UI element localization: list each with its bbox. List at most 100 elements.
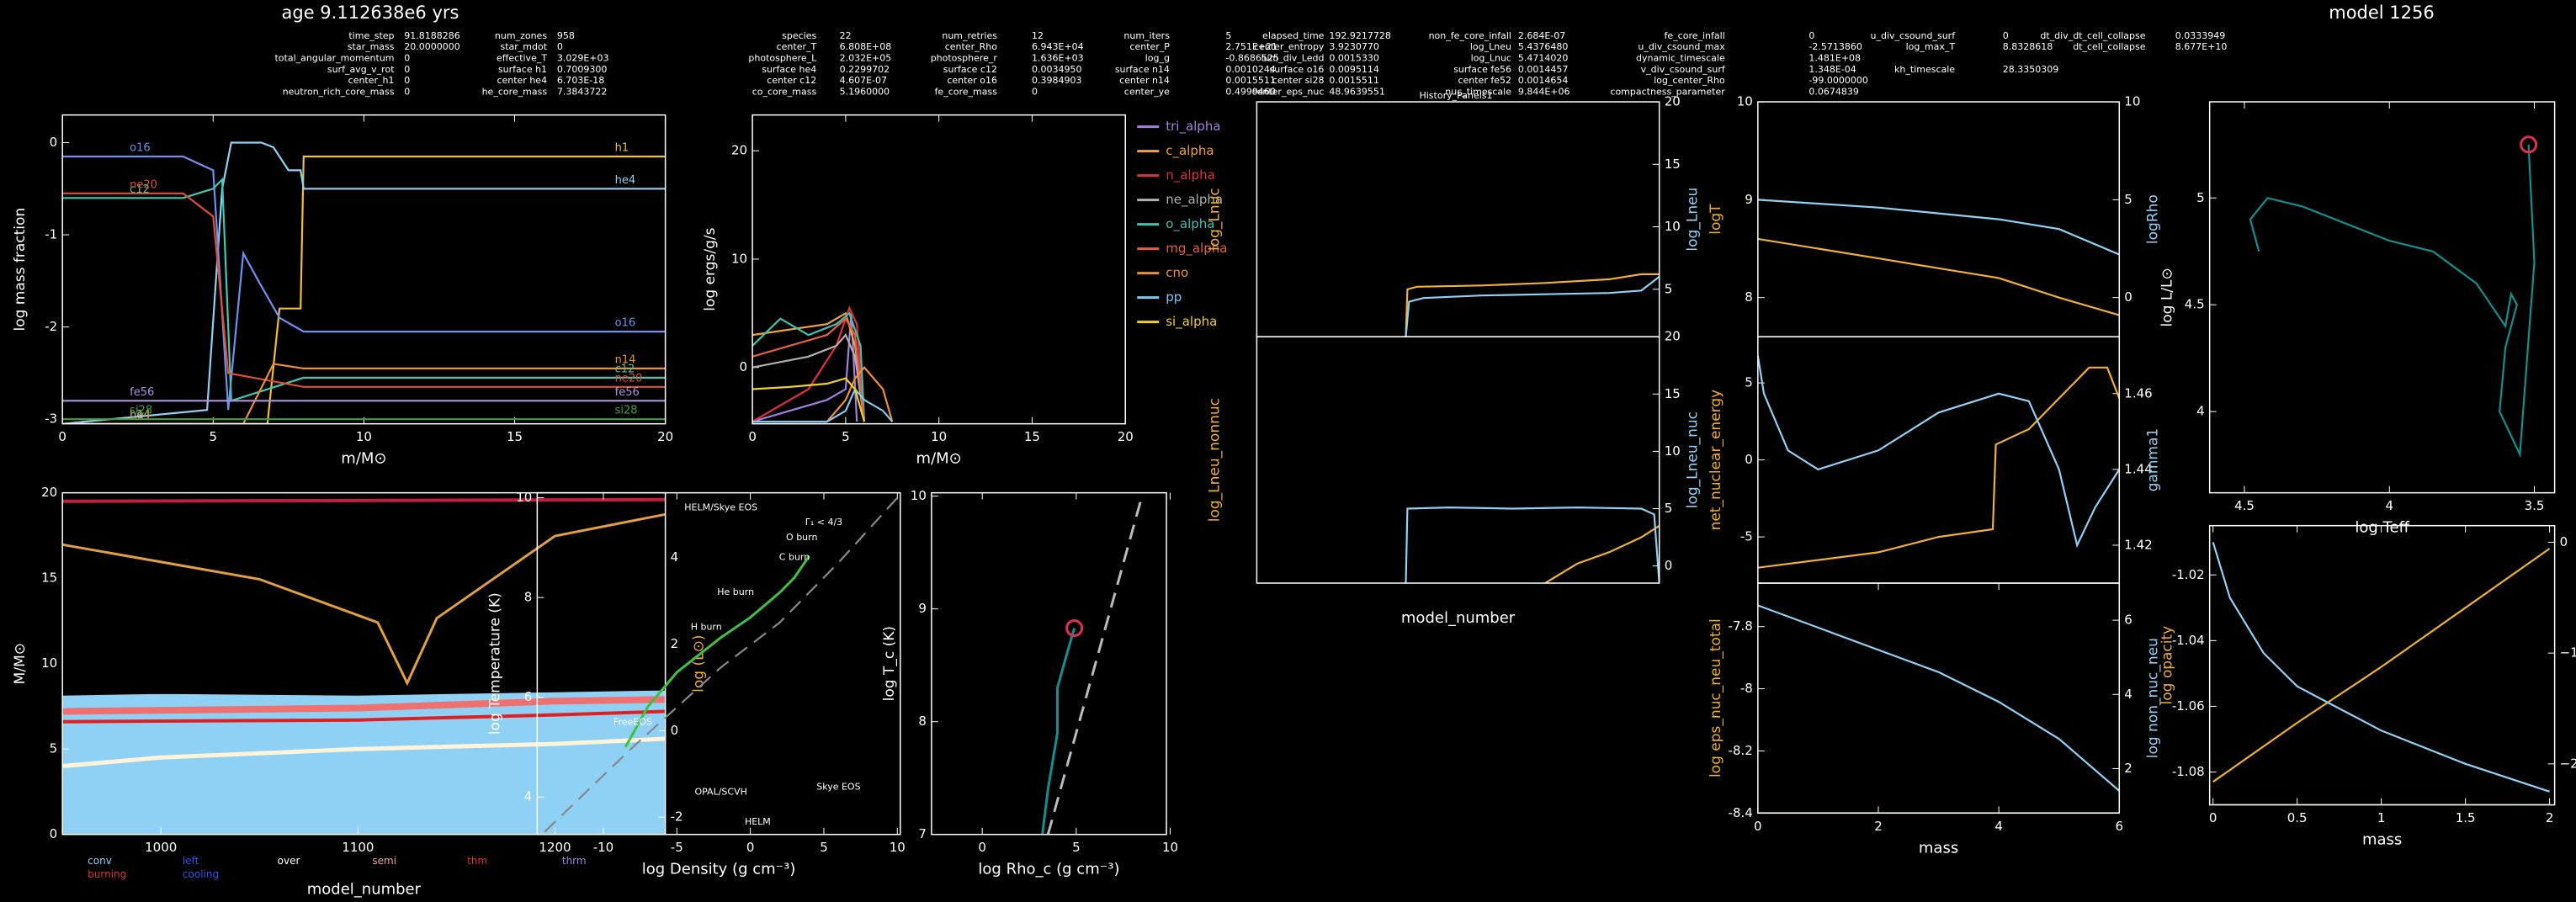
summary-value: 0.0034950 — [1032, 64, 1082, 75]
y-tick-label: 5 — [50, 741, 58, 756]
x-tick-label: -10 — [593, 840, 614, 855]
x-tick-label: 5 — [1072, 840, 1081, 855]
series-line — [62, 141, 666, 424]
chart-panel: 0 2 4 6 -8.4 -8.2 -8 -7.8 2 4 6 mass log eps_nuc_neu… — [1708, 582, 2161, 857]
y-tick-label: -8.2 — [1729, 743, 1753, 758]
summary-label: non_fe_core_infall — [1429, 30, 1511, 41]
y2-tick-label: 1.44 — [2124, 461, 2152, 476]
y2-axis-label: log (L⊙) — [691, 635, 708, 692]
x-axis-label: log Teff — [2355, 519, 2409, 537]
y2-axis-label: log non_nuc_neu — [2144, 638, 2161, 758]
series-layer — [2249, 144, 2536, 459]
series-layer — [1757, 355, 2120, 569]
series-line — [1757, 199, 2120, 256]
series-layer — [62, 141, 666, 424]
summary-value: 3.9230770 — [1329, 41, 1379, 52]
summary-label: he_core_mass — [482, 86, 548, 97]
annotation: H burn — [691, 622, 722, 633]
plot-frame — [2208, 101, 2556, 494]
legend-label: ne_alpha — [1166, 192, 1223, 208]
y-tick-label: -8 — [1740, 681, 1753, 696]
summary-value: 1.636E+03 — [1032, 52, 1084, 63]
summary-label: species — [782, 30, 816, 41]
y2-tick-label: 0 — [1665, 558, 1673, 573]
x-tick-label: 1.5 — [2456, 810, 2476, 825]
annotation: He burn — [717, 586, 754, 597]
series-line — [752, 311, 866, 422]
x-tick-label: 0 — [748, 429, 757, 444]
y-tick-label: 9 — [1745, 192, 1753, 207]
summary-label: v_div_csound_surf — [1641, 64, 1726, 75]
x-tick-label: 2 — [2546, 810, 2554, 825]
series-line — [62, 155, 666, 424]
x-tick-label: 20 — [1118, 429, 1134, 444]
y-axis-label: log Temperature (K) — [486, 592, 503, 735]
x-tick-label: 4.5 — [2234, 498, 2255, 513]
series-label: fe56 — [615, 386, 640, 399]
x-axis-label: m/M⊙ — [916, 450, 962, 468]
y-tick-label: -1.06 — [2172, 698, 2205, 714]
series-line — [1405, 276, 1660, 337]
annotation: HELM — [745, 816, 771, 827]
key-label: thrm — [562, 855, 587, 867]
summary-label: co_core_mass — [752, 86, 817, 97]
plot-frame — [1256, 336, 1660, 584]
annotation: O burn — [786, 532, 817, 543]
series-layer — [1405, 506, 1660, 584]
y2-tick-label: 15 — [1665, 157, 1681, 172]
legend-label: pp — [1166, 289, 1182, 305]
summary-value: 6.808E+08 — [840, 41, 892, 52]
summary-label: center_h1 — [348, 75, 395, 86]
series-line — [62, 736, 666, 768]
y-tick-label: 8 — [1745, 289, 1753, 305]
y2-axis-label: log_Lneu_nuc — [1685, 411, 1702, 508]
summary-value: 0 — [2003, 30, 2009, 41]
series-label: o16 — [615, 317, 636, 330]
y-tick-label: 8 — [918, 714, 927, 729]
plot-frame — [2208, 524, 2556, 806]
summary-value: 1.481E+08 — [1809, 52, 1861, 63]
chart-panel: 0 5 10 15 20 model_number log_Lneu_nonnuc log_L… — [1206, 329, 1701, 627]
series-label: ne20 — [615, 372, 643, 385]
model-title: model 1256 — [2329, 3, 2435, 23]
summary-label: photosphere_L — [748, 52, 817, 63]
y2-tick-label: 5 — [1665, 501, 1673, 516]
x-tick-label: 1100 — [342, 840, 374, 855]
summary-value: 1.348E-04 — [1809, 64, 1856, 75]
summary-label: center he4 — [497, 75, 547, 86]
legend-label: n_alpha — [1166, 167, 1215, 183]
key-label: thm — [467, 855, 487, 867]
y-tick-label: 10 — [516, 490, 532, 505]
series-line — [752, 311, 866, 422]
series-line — [1757, 604, 2120, 792]
y-tick-label: 10 — [41, 655, 57, 671]
summary-value: 0.0015511 — [1225, 75, 1276, 86]
x-axis-label: log Rho_c (g cm⁻³) — [978, 861, 1119, 878]
y2-tick-label: 2 — [2124, 761, 2133, 776]
x-axis-label: model_number — [1401, 609, 1516, 627]
legend-label: o_alpha — [1166, 216, 1214, 232]
series-line — [616, 746, 627, 788]
series-label: si28 — [615, 405, 638, 417]
series-label: c12 — [615, 363, 635, 375]
annotation: Skye EOS — [816, 781, 860, 792]
series-layer — [752, 305, 894, 423]
summary-label: surface c12 — [943, 64, 997, 75]
summary-label: effective_T — [497, 52, 547, 63]
y-tick-label: 4.5 — [2185, 297, 2205, 312]
series-line — [1757, 366, 2120, 569]
y-tick-label: 7 — [918, 826, 927, 841]
summary-value: 5.4376480 — [1518, 41, 1569, 52]
summary-value: 0 — [404, 64, 410, 75]
y2-tick-label: 4 — [2124, 687, 2133, 702]
summary-label: center_entropy — [1254, 41, 1325, 52]
y2-tick-label: 0 — [2124, 289, 2133, 305]
y-tick-label: 10 — [911, 488, 927, 503]
summary-value: 0 — [404, 52, 410, 63]
y-axis-label: log eps_nuc_neu_total — [1708, 618, 1724, 777]
chart-panel: -5 0 5 1.42 1.44 1.46 net_nuclear_energy gamma1 — [1708, 336, 2161, 584]
y-tick-label: 0 — [740, 359, 748, 374]
summary-value: 0.4999460 — [1225, 86, 1276, 97]
